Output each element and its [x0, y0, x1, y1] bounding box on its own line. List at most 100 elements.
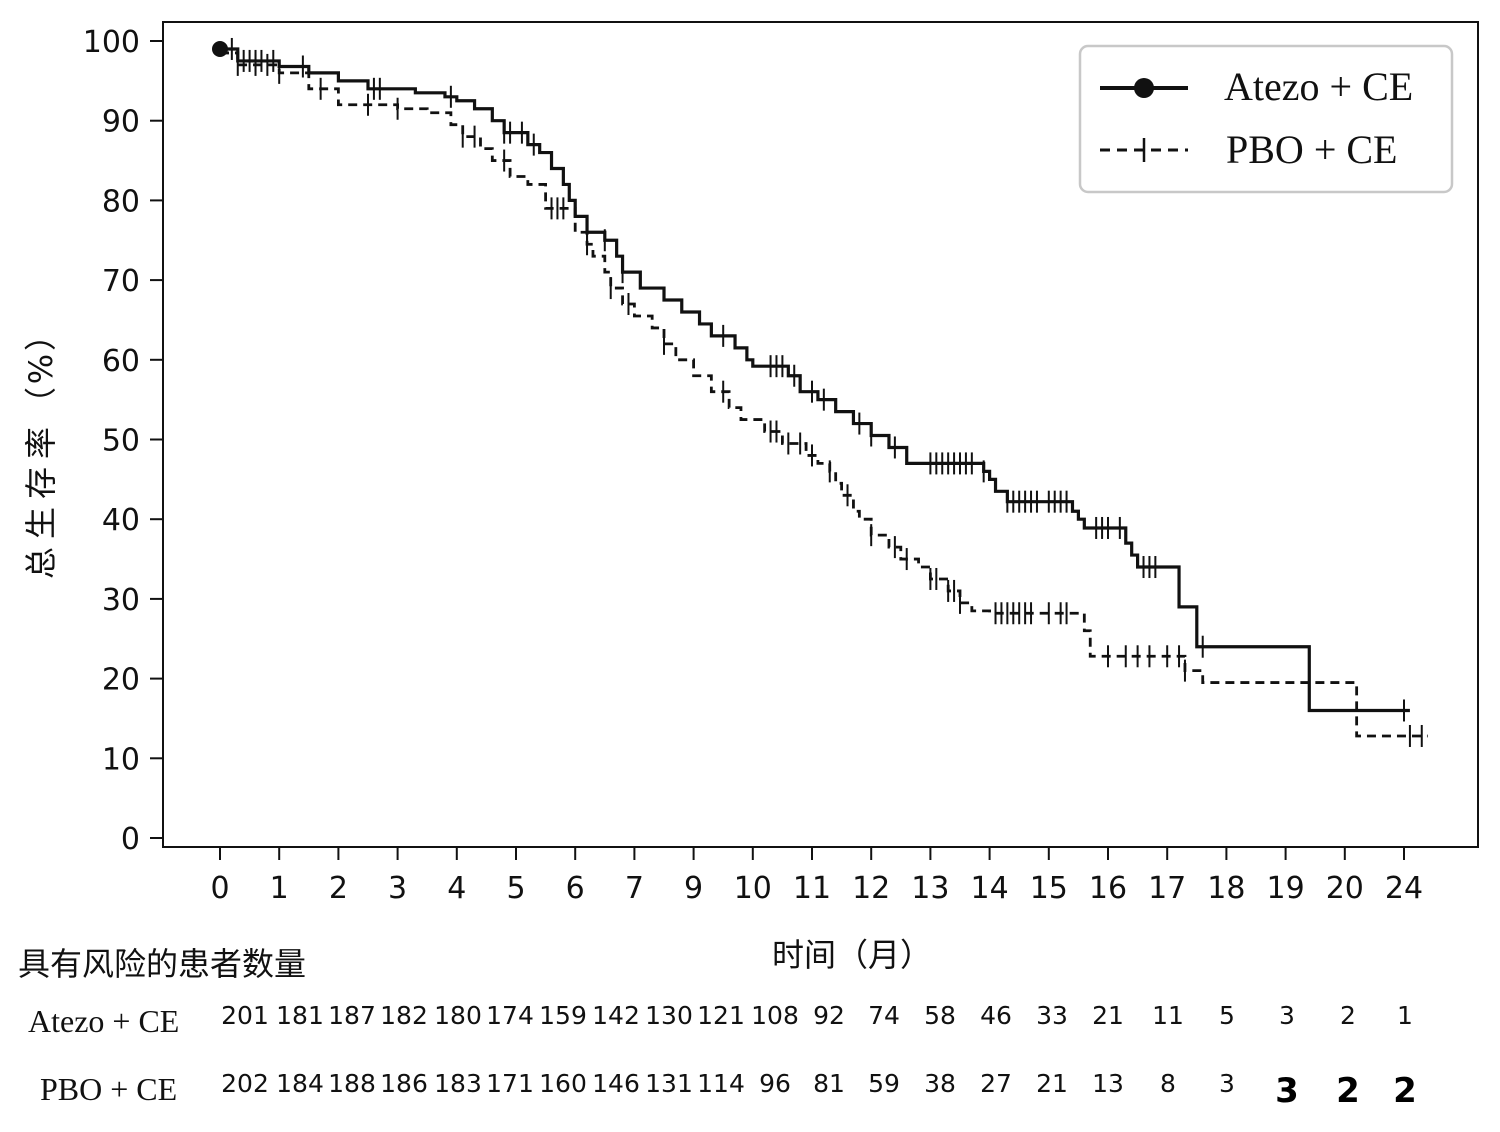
risk-cell: 96	[759, 1069, 791, 1098]
risk-cell: 74	[868, 1001, 900, 1030]
y-axis-title-char: 总	[22, 547, 60, 579]
risk-cell: 11	[1152, 1001, 1184, 1030]
risk-cell: 2	[1340, 1001, 1356, 1030]
risk-cell: 182	[380, 1001, 428, 1030]
y-tick-label: 80	[102, 184, 140, 219]
y-tick-label: 10	[102, 742, 140, 777]
risk-cell: 33	[1036, 1001, 1068, 1030]
x-tick-label: 18	[1207, 871, 1245, 906]
risk-cell: 2	[1336, 1071, 1360, 1111]
risk-cell: 3	[1279, 1001, 1295, 1030]
curve-pbo	[220, 51, 1428, 738]
y-axis: 0 10 20 30 40 50 60 70 80 90 100	[83, 22, 164, 857]
y-tick-label: 60	[102, 344, 140, 379]
risk-cell: 46	[980, 1001, 1012, 1030]
risk-cell: 21	[1036, 1069, 1068, 1098]
risk-cell: 114	[697, 1069, 745, 1098]
risk-cell: 181	[276, 1001, 324, 1030]
risk-cell: 27	[980, 1069, 1012, 1098]
risk-cell: 201	[221, 1001, 269, 1030]
x-tick-label: 10	[734, 871, 772, 906]
risk-table-values: 201 181 187 182 180 174 159 142 130 121 108 92 74 58 4…	[221, 1001, 1417, 1111]
risk-cell: 59	[868, 1069, 900, 1098]
y-axis-title-char: %	[22, 354, 60, 384]
x-tick-label: 6	[566, 871, 585, 906]
x-tick-label: 9	[684, 871, 703, 906]
x-tick-label: 0	[210, 871, 229, 906]
x-axis: 0 1 2 3 4 5 6 7 9 10 11 12 13 14 15 16 17 18 19 20 24	[210, 847, 1423, 906]
x-tick-label: 7	[625, 871, 644, 906]
x-tick-label: 3	[388, 871, 407, 906]
x-tick-label: 2	[329, 871, 348, 906]
risk-cell: 188	[328, 1069, 376, 1098]
risk-cell: 184	[276, 1069, 324, 1098]
start-marker	[212, 40, 228, 57]
y-tick-label: 50	[102, 424, 140, 459]
y-tick-label: 20	[102, 663, 140, 698]
x-tick-label: 12	[852, 871, 890, 906]
risk-row-name-pbo: PBO + CE	[40, 1071, 177, 1107]
risk-cell: 92	[813, 1001, 845, 1030]
risk-cell: 131	[645, 1069, 693, 1098]
x-axis-title: 时间（月）	[772, 936, 932, 974]
risk-cell: 183	[434, 1069, 482, 1098]
risk-cell: 186	[380, 1069, 428, 1098]
legend-label-atezo: Atezo + CE	[1224, 64, 1413, 109]
y-tick-label: 100	[83, 25, 140, 60]
y-axis-title-char: （	[22, 387, 60, 419]
risk-cell: 108	[751, 1001, 799, 1030]
x-tick-label: 13	[911, 871, 949, 906]
x-tick-label: 20	[1326, 871, 1364, 906]
risk-cell: 81	[813, 1069, 845, 1098]
risk-cell: 146	[592, 1069, 640, 1098]
x-tick-label: 11	[793, 871, 831, 906]
y-axis-title-char: 率	[22, 427, 60, 459]
y-tick-label: 70	[102, 264, 140, 299]
risk-cell: 171	[486, 1069, 534, 1098]
risk-cell: 1	[1397, 1001, 1413, 1030]
legend-label-pbo: PBO + CE	[1226, 127, 1397, 172]
risk-row-name-atezo: Atezo + CE	[28, 1003, 179, 1039]
y-axis-title-char: ）	[22, 319, 60, 351]
x-tick-label: 16	[1089, 871, 1127, 906]
x-tick-label: 19	[1267, 871, 1305, 906]
curve-atezo	[220, 47, 1410, 713]
risk-cell: 187	[328, 1001, 376, 1030]
legend-box	[1078, 44, 1454, 194]
y-axis-title-char: 生	[22, 507, 60, 539]
risk-cell: 13	[1092, 1069, 1124, 1098]
x-tick-label: 14	[971, 871, 1009, 906]
risk-cell: 5	[1219, 1001, 1235, 1030]
x-tick-label: 17	[1148, 871, 1186, 906]
survival-curves	[212, 37, 1428, 747]
risk-table-title: 具有风险的患者数量	[18, 945, 306, 983]
risk-cell: 121	[697, 1001, 745, 1030]
y-tick-label: 90	[102, 105, 140, 140]
risk-cell: 8	[1160, 1069, 1176, 1098]
risk-cell: 202	[221, 1069, 269, 1098]
risk-cell: 160	[539, 1069, 587, 1098]
y-tick-label: 40	[102, 503, 140, 538]
risk-cell: 174	[486, 1001, 534, 1030]
legend-marker-circle	[1134, 78, 1154, 98]
y-tick-label: 30	[102, 583, 140, 618]
risk-cell: 159	[539, 1001, 587, 1030]
risk-cell: 3	[1275, 1071, 1299, 1111]
risk-cell: 3	[1219, 1069, 1235, 1098]
legend: Atezo + CE PBO + CE	[1078, 44, 1454, 194]
risk-cell: 142	[592, 1001, 640, 1030]
risk-cell: 130	[645, 1001, 693, 1030]
risk-cell: 38	[924, 1069, 956, 1098]
risk-cell: 2	[1393, 1071, 1417, 1111]
x-tick-label: 5	[506, 871, 525, 906]
y-tick-label: 0	[121, 822, 140, 857]
risk-cell: 180	[434, 1001, 482, 1030]
x-tick-label: 4	[447, 871, 466, 906]
y-axis-title-char: 存	[22, 467, 60, 499]
risk-cell: 58	[924, 1001, 956, 1030]
x-tick-label: 15	[1030, 871, 1068, 906]
x-tick-label: 1	[270, 871, 289, 906]
x-tick-label: 24	[1385, 871, 1423, 906]
